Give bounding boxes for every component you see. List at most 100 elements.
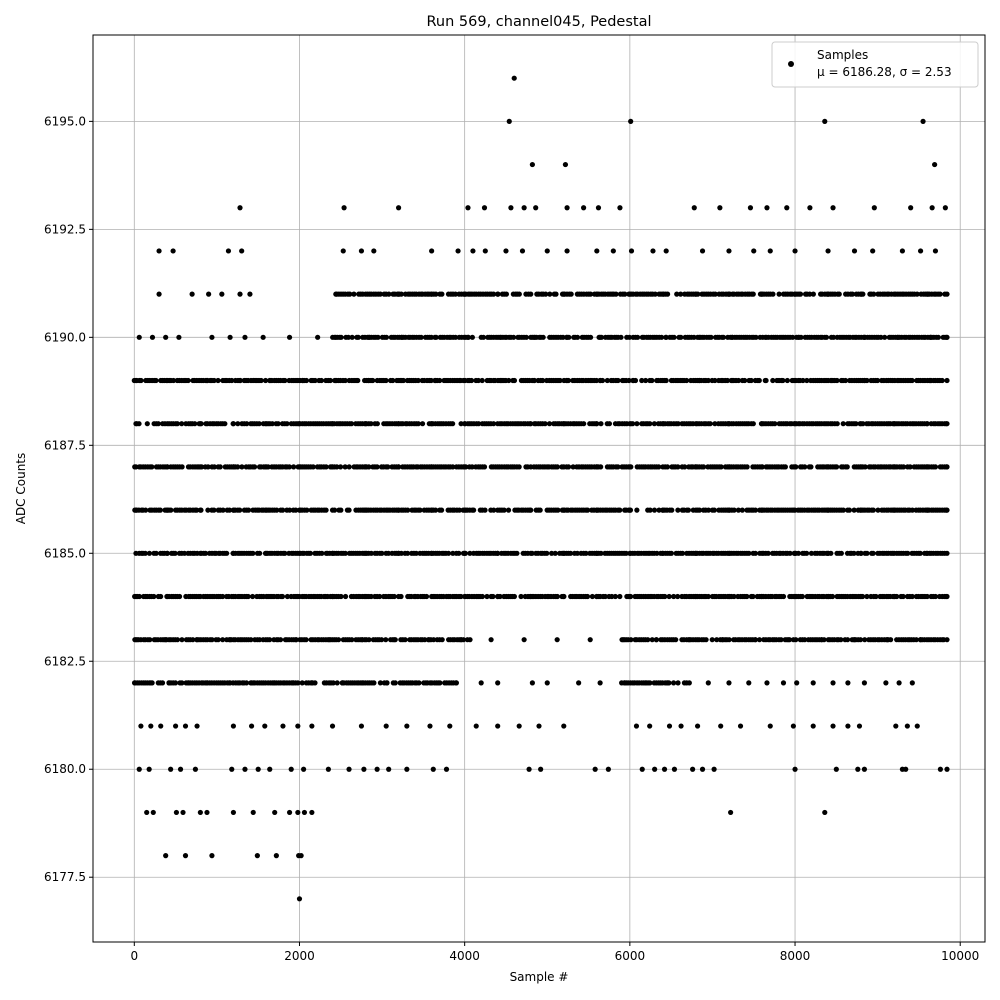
data-point <box>456 550 462 556</box>
data-point <box>800 377 806 384</box>
data-point <box>476 421 482 427</box>
data-point <box>230 421 236 427</box>
data-point <box>937 291 943 297</box>
data-point <box>705 377 711 384</box>
data-point <box>610 248 616 254</box>
data-point <box>219 291 225 297</box>
data-point <box>395 464 402 470</box>
data-point <box>888 637 894 643</box>
data-point <box>224 550 230 556</box>
data-point <box>274 507 280 513</box>
data-point <box>538 766 544 772</box>
data-point <box>480 334 487 340</box>
data-point <box>932 161 938 168</box>
data-point <box>909 680 915 686</box>
data-point <box>180 809 186 816</box>
data-point <box>144 809 150 816</box>
data-point <box>554 593 560 600</box>
data-point <box>540 377 546 384</box>
data-point <box>669 507 675 513</box>
data-point <box>626 377 632 384</box>
data-point <box>602 593 608 600</box>
data-point <box>329 723 336 729</box>
data-point <box>452 334 459 340</box>
data-point <box>181 550 188 556</box>
data-point <box>196 593 202 600</box>
data-point <box>944 334 950 340</box>
data-point <box>469 464 475 470</box>
data-point <box>351 291 357 297</box>
data-point <box>447 723 453 729</box>
data-point <box>894 593 900 600</box>
data-point <box>904 723 910 729</box>
data-point <box>570 464 576 470</box>
data-point <box>366 464 372 470</box>
data-point <box>632 377 639 384</box>
legend-stats: μ = 6186.28, σ = 2.53 <box>817 65 952 79</box>
data-point <box>585 507 591 513</box>
data-point <box>151 593 157 600</box>
data-point <box>780 680 787 686</box>
data-point <box>348 421 355 427</box>
data-point <box>795 550 802 556</box>
data-point <box>149 680 155 686</box>
data-point <box>908 205 914 211</box>
data-point <box>615 377 621 384</box>
data-point <box>853 421 859 427</box>
data-point <box>482 248 488 254</box>
data-point <box>156 291 162 297</box>
data-point <box>349 334 355 340</box>
data-point <box>235 464 241 470</box>
data-point <box>810 723 816 729</box>
data-point <box>460 637 467 643</box>
data-point <box>594 248 600 254</box>
data-point <box>787 550 793 556</box>
data-point <box>845 723 851 729</box>
data-point <box>712 291 718 297</box>
data-point <box>453 680 459 686</box>
chart-title: Run 569, channel045, Pedestal <box>426 14 651 30</box>
data-point <box>767 723 773 729</box>
data-point <box>618 334 624 340</box>
data-point <box>299 680 305 686</box>
data-point <box>844 464 850 470</box>
data-point <box>747 205 754 211</box>
data-point <box>794 680 800 686</box>
data-point <box>604 377 610 384</box>
data-point <box>858 550 864 556</box>
data-point <box>752 637 758 643</box>
data-point <box>473 723 479 729</box>
data-point <box>143 507 149 513</box>
data-point <box>211 377 217 384</box>
data-point <box>914 291 920 297</box>
x-tick-label: 4000 <box>449 949 480 963</box>
data-point <box>147 637 153 643</box>
data-point <box>941 637 947 643</box>
data-point <box>682 464 688 470</box>
data-point <box>471 507 477 513</box>
data-point <box>525 464 531 470</box>
data-point <box>138 377 144 384</box>
data-point <box>164 550 170 556</box>
data-point <box>312 377 318 384</box>
data-point <box>750 421 756 427</box>
data-point <box>248 637 254 643</box>
data-point <box>295 723 301 729</box>
data-point <box>202 550 209 556</box>
data-point <box>823 334 830 340</box>
data-point <box>746 550 752 556</box>
data-point <box>674 291 680 297</box>
data-point <box>239 248 245 254</box>
data-point <box>896 680 902 686</box>
data-point <box>597 680 603 686</box>
data-point <box>581 205 587 211</box>
data-point <box>286 334 293 340</box>
data-point <box>237 377 243 384</box>
x-tick-label: 6000 <box>615 949 646 963</box>
data-point <box>170 248 176 254</box>
data-point <box>612 593 618 600</box>
data-point <box>465 334 471 340</box>
data-point <box>481 464 488 470</box>
data-point <box>479 593 485 600</box>
data-point <box>475 377 481 384</box>
